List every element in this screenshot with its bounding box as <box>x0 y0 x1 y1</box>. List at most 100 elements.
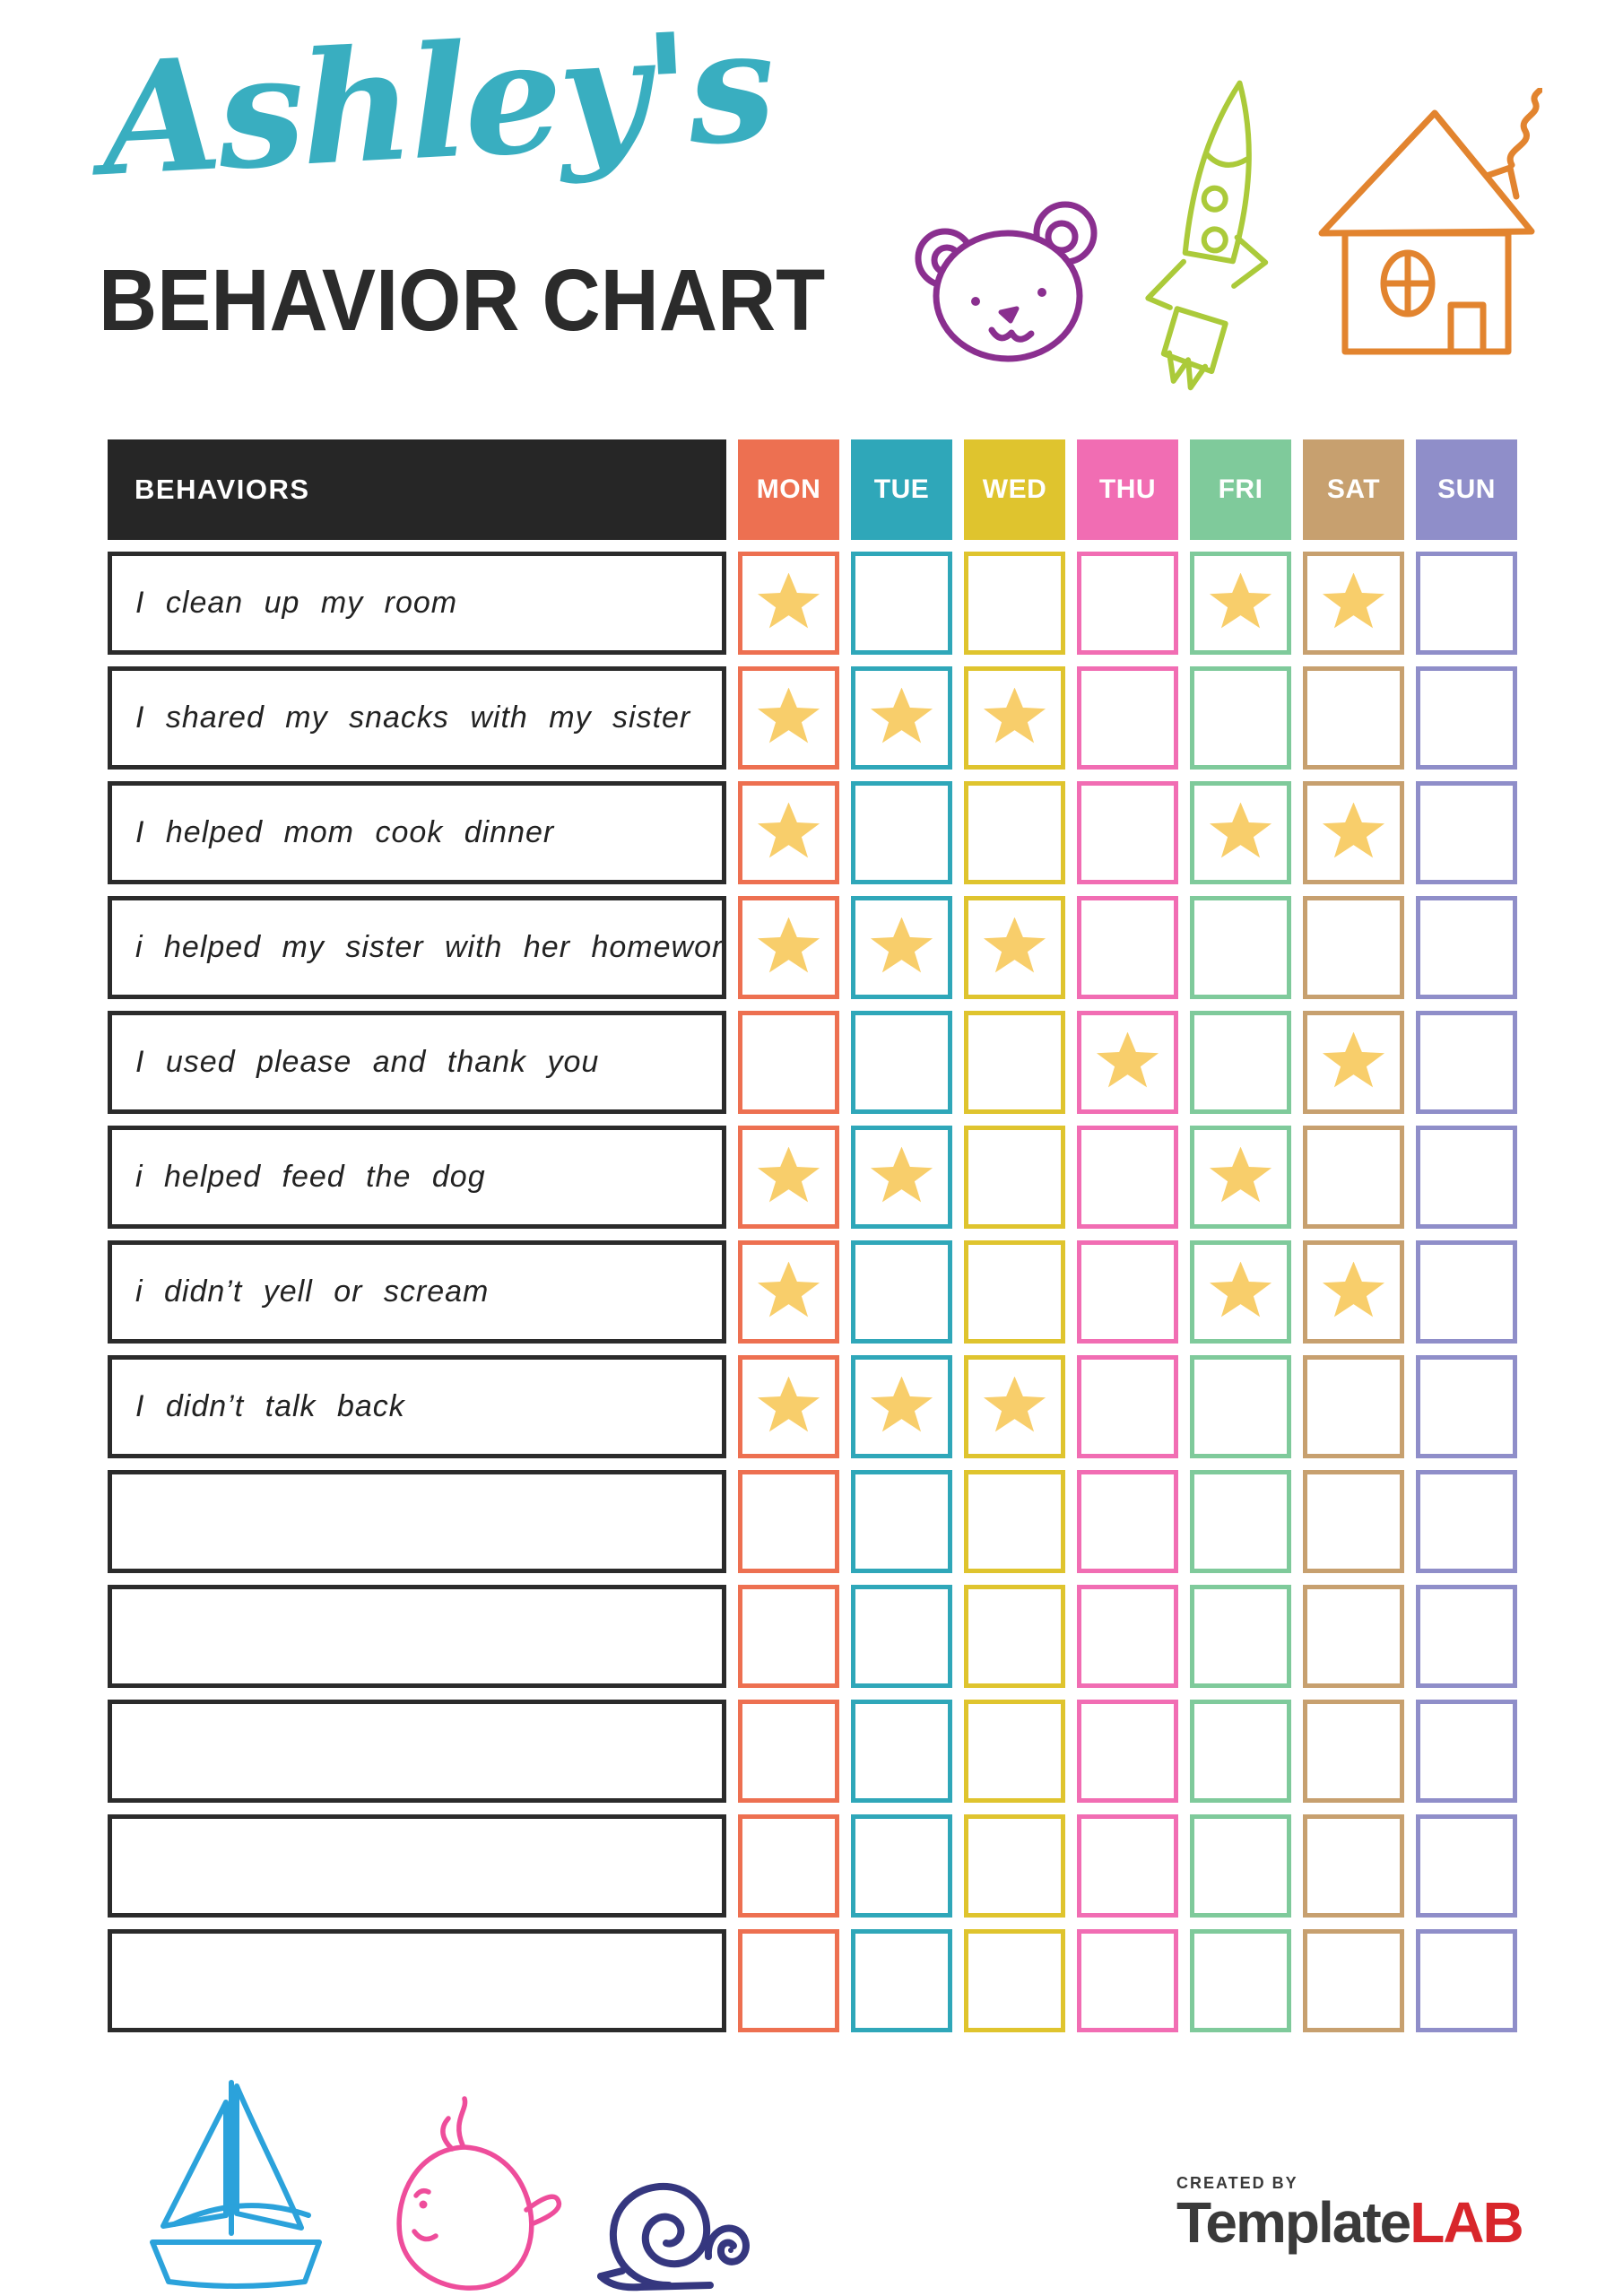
day-cell-fri[interactable] <box>1190 1929 1291 2032</box>
day-cell-fri[interactable] <box>1190 1585 1291 1688</box>
day-cell-fri[interactable] <box>1190 896 1291 999</box>
day-cell-wed[interactable] <box>964 1126 1065 1229</box>
day-cell-fri[interactable] <box>1190 781 1291 884</box>
day-cell-fri[interactable] <box>1190 1126 1291 1229</box>
day-cell-sat[interactable] <box>1303 781 1404 884</box>
day-cell-fri[interactable] <box>1190 1240 1291 1344</box>
day-cell-sun[interactable] <box>1416 1470 1517 1573</box>
day-cell-wed[interactable] <box>964 1700 1065 1803</box>
day-cell-fri[interactable] <box>1190 1700 1291 1803</box>
day-cell-mon[interactable] <box>738 1700 839 1803</box>
day-cell-wed[interactable] <box>964 1011 1065 1114</box>
day-cell-sun[interactable] <box>1416 1700 1517 1803</box>
day-cell-tue[interactable] <box>851 1355 952 1458</box>
day-cell-sun[interactable] <box>1416 781 1517 884</box>
day-cell-thu[interactable] <box>1077 1814 1178 1918</box>
day-cell-fri[interactable] <box>1190 1470 1291 1573</box>
day-cell-sat[interactable] <box>1303 1814 1404 1918</box>
table-row: I didn’t talk back <box>108 1355 1517 1458</box>
day-cell-mon[interactable] <box>738 1011 839 1114</box>
day-cell-mon[interactable] <box>738 1470 839 1573</box>
day-cell-wed[interactable] <box>964 781 1065 884</box>
day-cell-sat[interactable] <box>1303 1011 1404 1114</box>
day-cell-fri[interactable] <box>1190 1814 1291 1918</box>
day-cell-sat[interactable] <box>1303 1470 1404 1573</box>
day-cell-fri[interactable] <box>1190 1355 1291 1458</box>
day-cell-sun[interactable] <box>1416 1011 1517 1114</box>
day-cell-sun[interactable] <box>1416 1240 1517 1344</box>
day-cell-mon[interactable] <box>738 1929 839 2032</box>
day-cell-mon[interactable] <box>738 1126 839 1229</box>
day-cell-sat[interactable] <box>1303 1700 1404 1803</box>
day-cell-thu[interactable] <box>1077 1470 1178 1573</box>
day-cell-wed[interactable] <box>964 666 1065 770</box>
star-icon <box>1096 1031 1159 1088</box>
day-cell-wed[interactable] <box>964 1240 1065 1344</box>
behavior-label-cell <box>108 1929 726 2032</box>
day-cell-tue[interactable] <box>851 1240 952 1344</box>
day-cell-wed[interactable] <box>964 1470 1065 1573</box>
day-cell-sun[interactable] <box>1416 1126 1517 1229</box>
bear-icon <box>907 196 1121 364</box>
day-cell-mon[interactable] <box>738 1240 839 1344</box>
day-cell-thu[interactable] <box>1077 781 1178 884</box>
day-cell-thu[interactable] <box>1077 1700 1178 1803</box>
day-cell-thu[interactable] <box>1077 1126 1178 1229</box>
day-cell-sat[interactable] <box>1303 1126 1404 1229</box>
house-icon <box>1311 88 1542 366</box>
day-cell-wed[interactable] <box>964 1355 1065 1458</box>
day-cell-fri[interactable] <box>1190 666 1291 770</box>
day-cell-tue[interactable] <box>851 1700 952 1803</box>
day-cell-sun[interactable] <box>1416 1814 1517 1918</box>
day-header-fri: FRI <box>1190 439 1291 540</box>
day-cell-sun[interactable] <box>1416 1585 1517 1688</box>
day-cell-tue[interactable] <box>851 1585 952 1688</box>
brand-suffix: LAB <box>1410 2190 1524 2255</box>
day-cell-tue[interactable] <box>851 666 952 770</box>
day-cell-sun[interactable] <box>1416 666 1517 770</box>
day-cell-tue[interactable] <box>851 552 952 655</box>
day-cell-mon[interactable] <box>738 1585 839 1688</box>
day-cell-sat[interactable] <box>1303 1929 1404 2032</box>
day-cell-tue[interactable] <box>851 781 952 884</box>
day-cell-wed[interactable] <box>964 1814 1065 1918</box>
day-cell-thu[interactable] <box>1077 1929 1178 2032</box>
day-cell-tue[interactable] <box>851 1011 952 1114</box>
day-cell-tue[interactable] <box>851 896 952 999</box>
day-cell-mon[interactable] <box>738 896 839 999</box>
day-cell-sat[interactable] <box>1303 552 1404 655</box>
day-cell-sat[interactable] <box>1303 896 1404 999</box>
day-cell-sat[interactable] <box>1303 1585 1404 1688</box>
day-cell-sat[interactable] <box>1303 1240 1404 1344</box>
day-cell-tue[interactable] <box>851 1929 952 2032</box>
day-cell-mon[interactable] <box>738 781 839 884</box>
day-cell-wed[interactable] <box>964 1585 1065 1688</box>
day-cell-wed[interactable] <box>964 896 1065 999</box>
day-cell-thu[interactable] <box>1077 666 1178 770</box>
day-cell-thu[interactable] <box>1077 1011 1178 1114</box>
day-cell-mon[interactable] <box>738 666 839 770</box>
day-cell-wed[interactable] <box>964 552 1065 655</box>
day-cell-mon[interactable] <box>738 1355 839 1458</box>
day-cell-sun[interactable] <box>1416 1355 1517 1458</box>
day-cell-fri[interactable] <box>1190 552 1291 655</box>
day-cell-sat[interactable] <box>1303 1355 1404 1458</box>
day-cell-mon[interactable] <box>738 552 839 655</box>
day-cell-thu[interactable] <box>1077 1240 1178 1344</box>
day-cell-sun[interactable] <box>1416 896 1517 999</box>
day-cell-thu[interactable] <box>1077 896 1178 999</box>
day-cell-tue[interactable] <box>851 1470 952 1573</box>
day-cell-sat[interactable] <box>1303 666 1404 770</box>
day-cell-fri[interactable] <box>1190 1011 1291 1114</box>
star-icon <box>870 917 933 973</box>
day-cell-wed[interactable] <box>964 1929 1065 2032</box>
day-cell-mon[interactable] <box>738 1814 839 1918</box>
day-cell-thu[interactable] <box>1077 1585 1178 1688</box>
table-row: I shared my snacks with my sister <box>108 666 1517 770</box>
day-cell-thu[interactable] <box>1077 1355 1178 1458</box>
day-cell-tue[interactable] <box>851 1126 952 1229</box>
day-cell-sun[interactable] <box>1416 1929 1517 2032</box>
day-cell-tue[interactable] <box>851 1814 952 1918</box>
day-cell-sun[interactable] <box>1416 552 1517 655</box>
day-cell-thu[interactable] <box>1077 552 1178 655</box>
